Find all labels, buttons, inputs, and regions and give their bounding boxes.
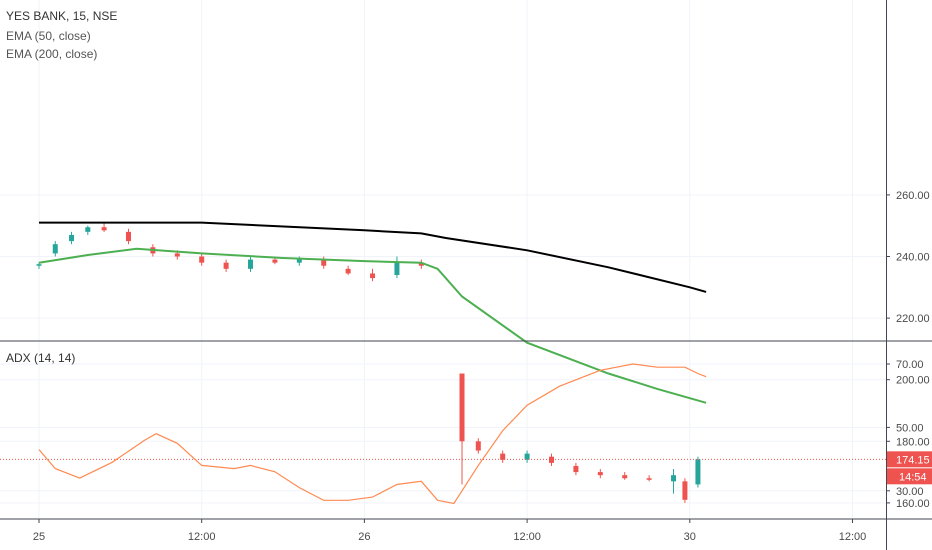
- candle-body[interactable]: [52, 244, 58, 254]
- candle-body[interactable]: [682, 481, 688, 500]
- ema200-legend: EMA (200, close): [6, 47, 98, 61]
- candle-body[interactable]: [418, 262, 424, 266]
- candle-body[interactable]: [549, 456, 555, 463]
- candle-body[interactable]: [370, 273, 376, 279]
- price-tick-label: 260.00: [896, 190, 930, 202]
- price-tick-label: 240.00: [896, 252, 930, 264]
- candle-body[interactable]: [69, 234, 75, 242]
- candle-body[interactable]: [199, 256, 205, 263]
- adx-tick-label: 30.00: [896, 486, 924, 498]
- candle-body[interactable]: [101, 227, 107, 231]
- price-tick-label: 160.00: [896, 498, 930, 510]
- time-tick-label: 12:00: [513, 531, 541, 543]
- candle-body[interactable]: [573, 465, 579, 473]
- time-tick-label: 12:00: [839, 531, 867, 543]
- last-price-value: 174.15: [896, 454, 930, 466]
- countdown-tag: [887, 468, 932, 485]
- time-tick-label: 26: [358, 531, 370, 543]
- adx-line[interactable]: [38, 363, 707, 505]
- candle-body[interactable]: [646, 478, 652, 480]
- last-price-tag: [887, 451, 932, 468]
- countdown-value: 14:54: [899, 471, 927, 483]
- ema50-line[interactable]: [39, 221, 707, 293]
- candle-body[interactable]: [321, 259, 327, 266]
- candle-body[interactable]: [695, 459, 701, 485]
- price-tick-label: 200.00: [896, 375, 930, 387]
- time-tick-label: 12:00: [188, 531, 216, 543]
- candle-body[interactable]: [597, 472, 603, 476]
- candle-body[interactable]: [174, 253, 180, 257]
- adx-tick-label: 50.00: [896, 422, 924, 434]
- ema200-line[interactable]: [38, 247, 707, 404]
- price-pane[interactable]: [0, 221, 886, 503]
- candle-body[interactable]: [272, 259, 278, 263]
- candle-body[interactable]: [500, 453, 506, 460]
- candle-body[interactable]: [125, 231, 131, 242]
- ema50-legend: EMA (50, close): [6, 29, 91, 43]
- symbol-title: YES BANK, 15, NSE: [6, 9, 118, 23]
- price-tick-label: 180.00: [896, 436, 930, 448]
- price-tick-label: 220.00: [896, 313, 930, 325]
- adx-pane[interactable]: [38, 363, 707, 505]
- candle-body[interactable]: [36, 264, 42, 266]
- chart-grid: [0, 0, 886, 518]
- candle-body[interactable]: [296, 258, 302, 263]
- candle-body[interactable]: [622, 475, 628, 479]
- candle-body[interactable]: [85, 227, 91, 232]
- adx-tick-label: 70.00: [896, 359, 924, 371]
- candle-body[interactable]: [459, 373, 465, 442]
- adx-legend: ADX (14, 14): [6, 351, 76, 365]
- candle-body[interactable]: [345, 268, 351, 274]
- candle-body[interactable]: [524, 453, 530, 460]
- candle-body[interactable]: [223, 262, 229, 269]
- candle-body[interactable]: [475, 441, 481, 451]
- candle-body[interactable]: [671, 475, 677, 482]
- candle-body[interactable]: [248, 259, 254, 269]
- time-tick-label: 30: [684, 531, 696, 543]
- time-tick-label: 25: [33, 531, 45, 543]
- candle-body[interactable]: [394, 262, 400, 275]
